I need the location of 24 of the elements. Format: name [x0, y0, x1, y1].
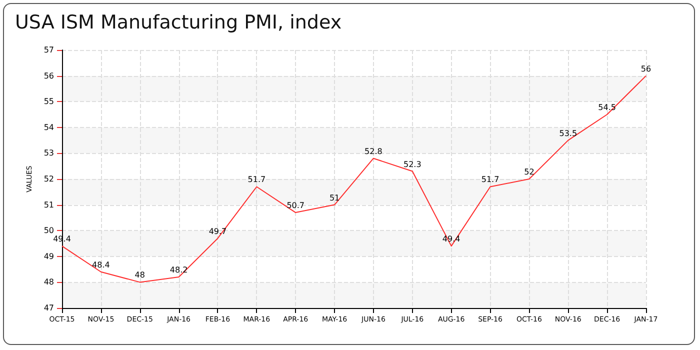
y-tick-label: 51 — [44, 200, 54, 210]
data-label: 56 — [640, 64, 652, 74]
y-tick-label: 56 — [44, 71, 54, 80]
y-tick-label: 49 — [44, 252, 54, 261]
y-tick-label: 53 — [44, 148, 54, 158]
chart-title: USA ISM Manufacturing PMI, index — [15, 12, 342, 34]
y-tick-label: 57 — [44, 46, 54, 54]
y-tick-label: 50 — [44, 226, 54, 236]
data-label: 50.7 — [286, 201, 305, 210]
y-tick-label: 52 — [44, 174, 54, 184]
y-tick-label: 54 — [44, 122, 54, 132]
data-label: 52.8 — [364, 146, 382, 156]
y-tick-label: 48 — [44, 278, 54, 287]
data-label: 51.7 — [481, 175, 500, 184]
data-label: 48.2 — [170, 266, 188, 275]
data-label: 52.3 — [403, 160, 422, 169]
data-label: 53.5 — [559, 128, 578, 138]
data-label: 51.7 — [248, 175, 266, 184]
data-label: 51 — [329, 193, 340, 202]
data-label: 48 — [134, 270, 145, 280]
y-tick-label: 55 — [44, 97, 54, 106]
data-label: 52 — [524, 168, 534, 176]
y-tick-label: 47 — [44, 304, 54, 312]
data-label: 48.4 — [92, 260, 110, 270]
